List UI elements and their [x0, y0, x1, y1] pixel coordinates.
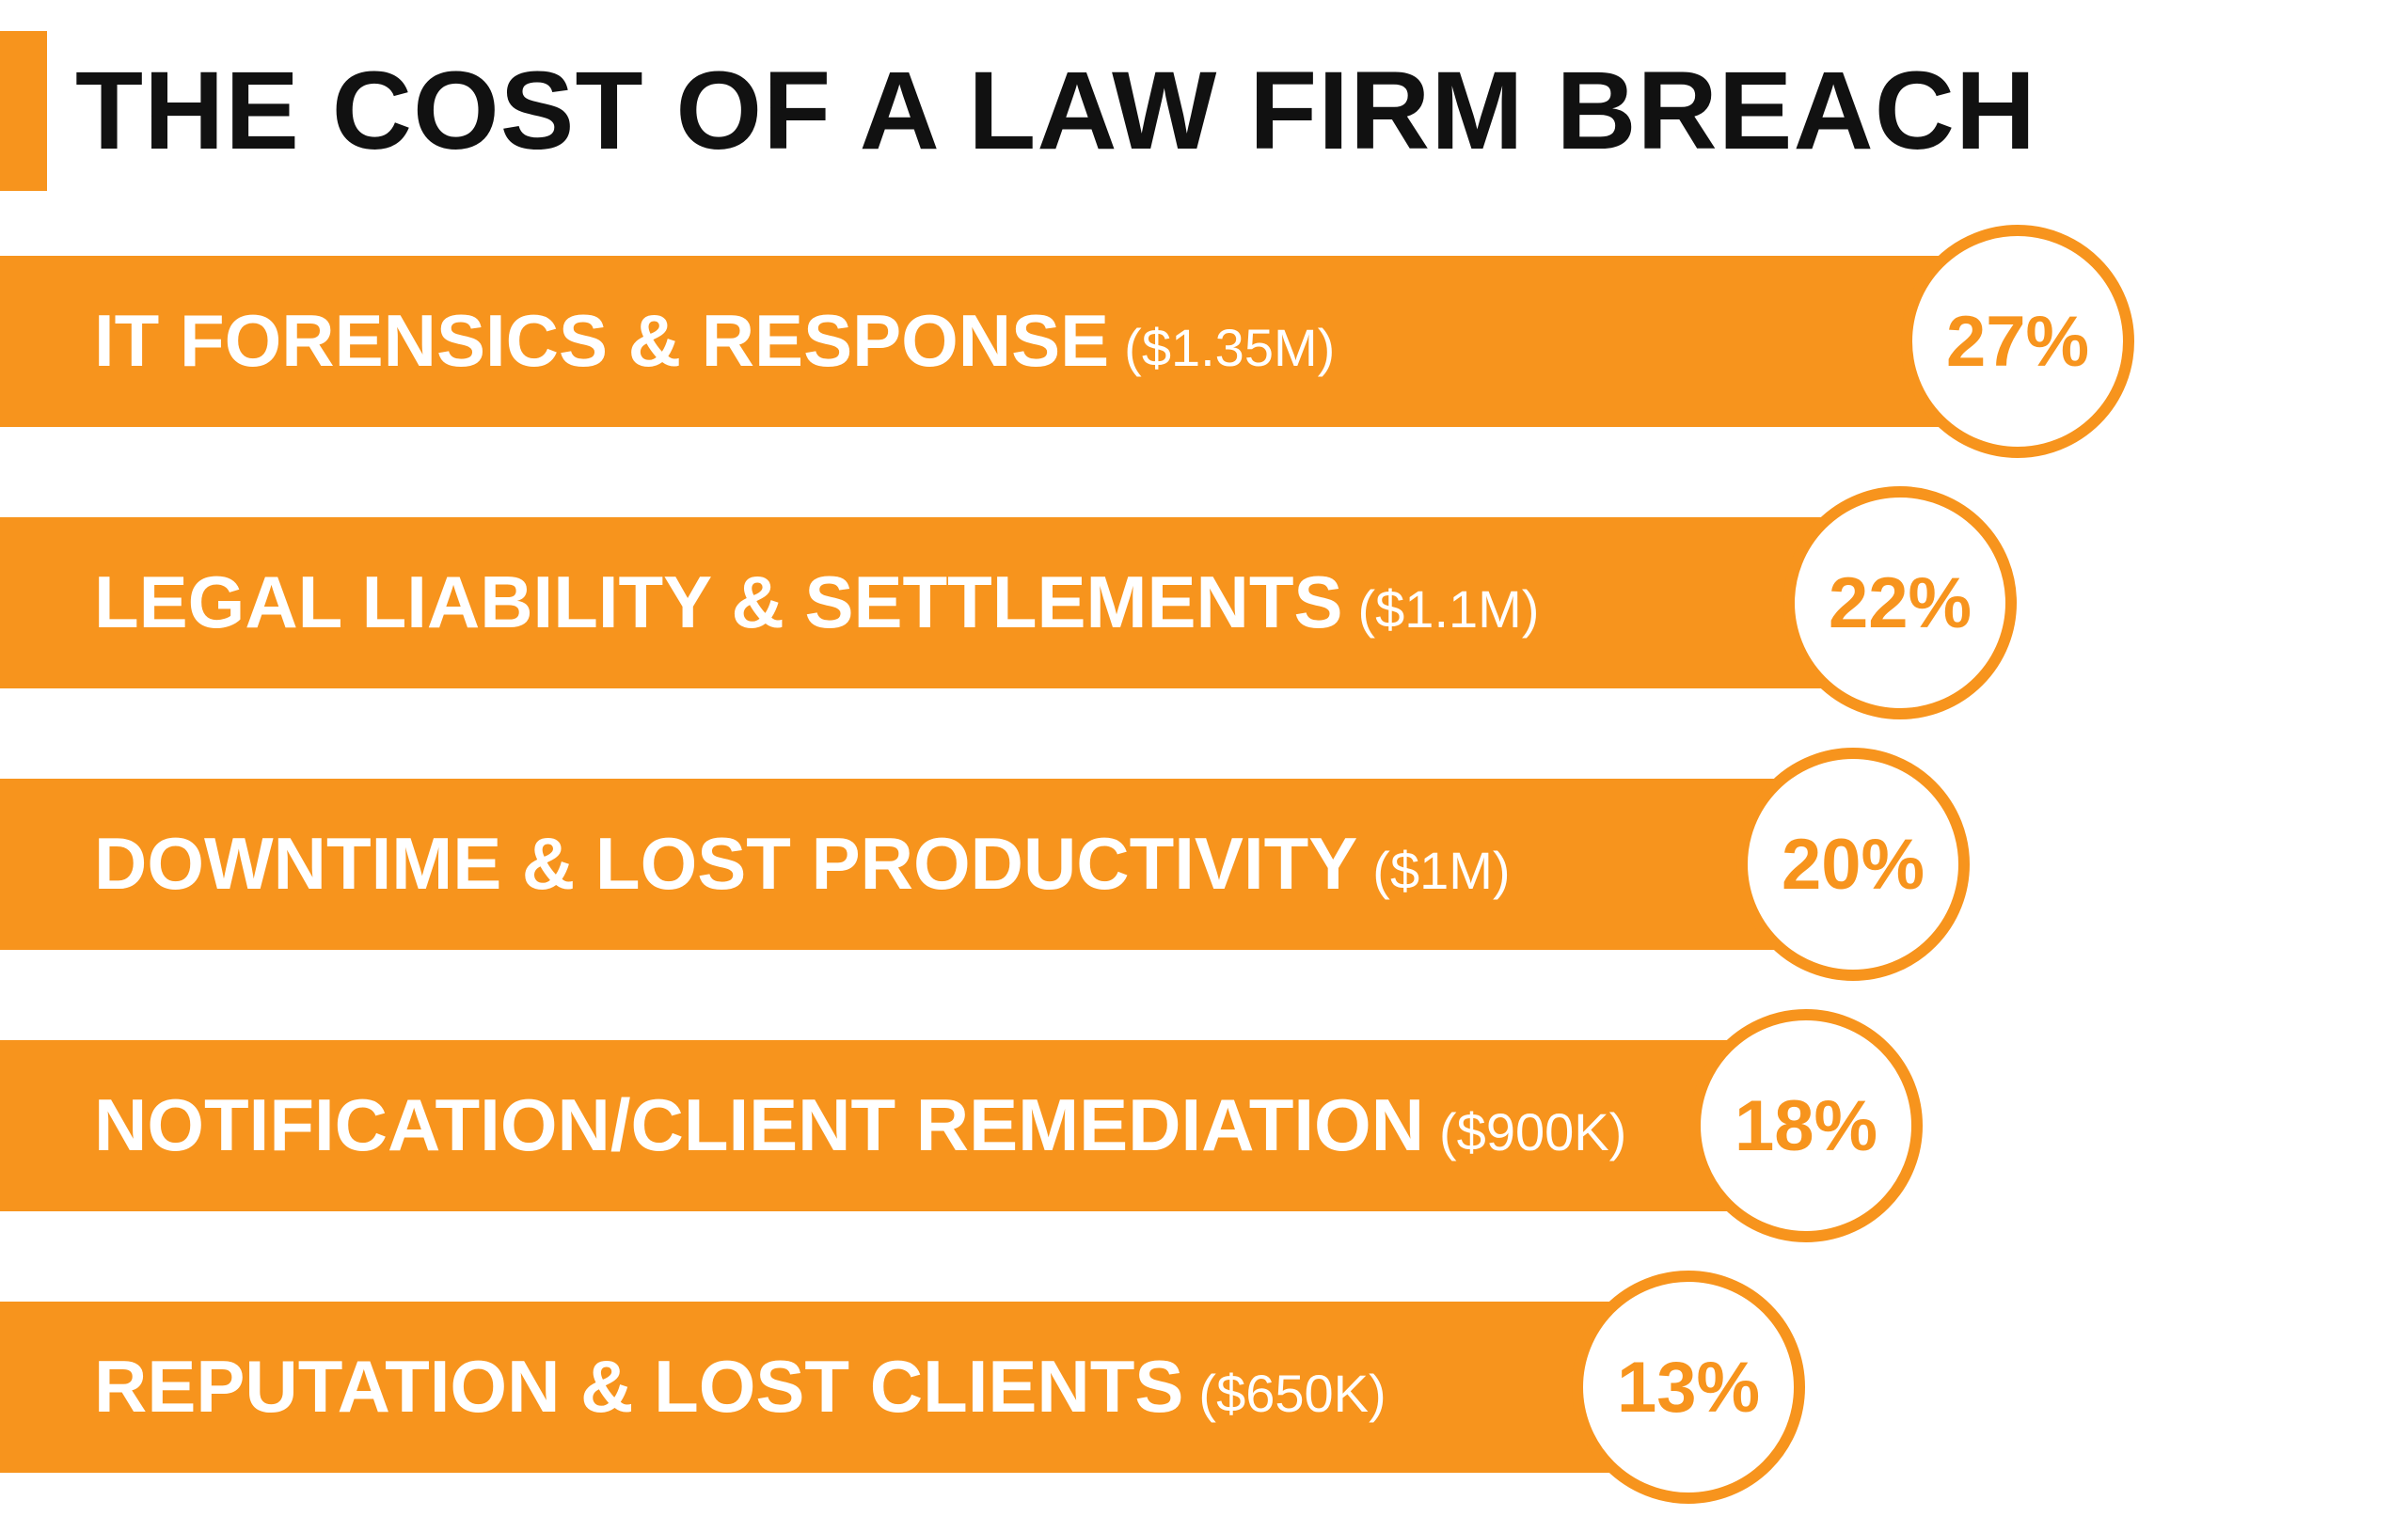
percent-circle [1572, 1271, 1805, 1504]
bar-row: IT FORENSICS & RESPONSE ($1.35M) 27% [0, 225, 2134, 458]
bar [0, 1302, 1688, 1473]
amount-label: ($650K) [1198, 1364, 1386, 1423]
bar-row: LEGAL LIABILITY & SETTLEMENTS ($1.1M) 22% [0, 486, 2017, 719]
percent-label: 27% [1946, 302, 2089, 382]
category-label: LEGAL LIABILITY & SETTLEMENTS [94, 561, 1343, 643]
bar-row: DOWNTIME & LOST PRODUCTIVITY ($1M) 20% [0, 748, 1970, 981]
amount-label: ($1M) [1372, 841, 1510, 900]
chart-title: THE COST OF A LAW FIRM BREACH [75, 49, 2037, 173]
bar-row: REPUTATION & LOST CLIENTS ($650K) 13% [0, 1271, 1805, 1504]
category-label: NOTIFICATION/CLIENT REMEDIATION [94, 1083, 1424, 1166]
percent-circle [1689, 1009, 1923, 1242]
bar-label: IT FORENSICS & RESPONSE ($1.35M) [94, 299, 1335, 382]
percent-label: 13% [1617, 1348, 1760, 1428]
bar [0, 256, 2018, 427]
bar [0, 779, 1853, 950]
amount-label: ($1.35M) [1124, 318, 1335, 377]
amount-label: ($1.1M) [1358, 579, 1540, 639]
percent-circle [1783, 486, 2017, 719]
percent-label: 20% [1782, 825, 1925, 905]
bar [0, 517, 1900, 688]
percent-label: 18% [1735, 1086, 1877, 1166]
bar-label: NOTIFICATION/CLIENT REMEDIATION ($900K) [94, 1083, 1626, 1166]
bar-row: NOTIFICATION/CLIENT REMEDIATION ($900K) 18… [0, 1009, 1923, 1242]
category-label: DOWNTIME & LOST PRODUCTIVITY [94, 822, 1357, 905]
percent-circle [1736, 748, 1970, 981]
amount-label: ($900K) [1439, 1102, 1626, 1161]
category-label: IT FORENSICS & RESPONSE [94, 299, 1109, 382]
category-label: REPUTATION & LOST CLIENTS [94, 1345, 1183, 1428]
percent-circle [1901, 225, 2134, 458]
title-accent-bar [0, 31, 47, 191]
bar-label: DOWNTIME & LOST PRODUCTIVITY ($1M) [94, 822, 1511, 905]
bar-label: REPUTATION & LOST CLIENTS ($650K) [94, 1345, 1386, 1428]
bar [0, 1040, 1806, 1211]
bar-label: LEGAL LIABILITY & SETTLEMENTS ($1.1M) [94, 561, 1539, 643]
percent-label: 22% [1829, 563, 1972, 643]
